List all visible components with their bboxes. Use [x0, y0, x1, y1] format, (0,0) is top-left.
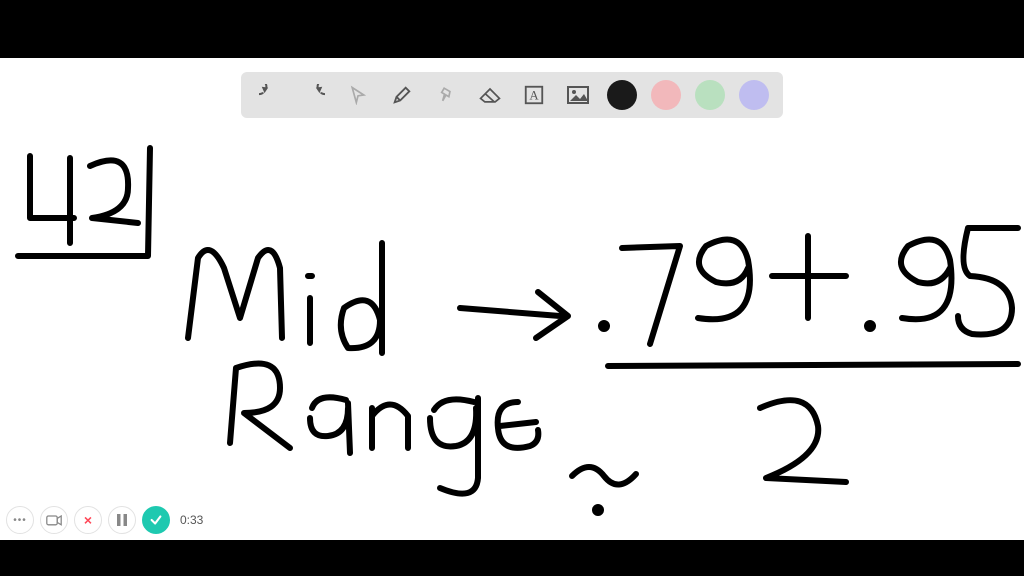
pencil-icon	[391, 84, 413, 106]
pin-icon	[436, 85, 456, 105]
redo-button[interactable]	[299, 80, 329, 110]
stop-icon: ×	[84, 512, 92, 528]
undo-button[interactable]	[255, 80, 285, 110]
text-button[interactable]: A	[519, 80, 549, 110]
color-black[interactable]	[607, 80, 637, 110]
undo-icon	[259, 84, 281, 106]
camera-icon	[46, 513, 62, 527]
pause-icon	[116, 513, 128, 527]
svg-text:A: A	[529, 89, 539, 103]
redo-icon	[303, 84, 325, 106]
stop-button[interactable]: ×	[74, 506, 102, 534]
letterbox-bottom	[0, 540, 1024, 576]
text-icon: A	[523, 84, 545, 106]
whiteboard-stage[interactable]: A	[0, 58, 1024, 540]
check-icon	[149, 513, 163, 527]
more-button[interactable]: •••	[6, 506, 34, 534]
image-button[interactable]	[563, 80, 593, 110]
done-button[interactable]	[142, 506, 170, 534]
pointer-button[interactable]	[343, 80, 373, 110]
letterbox-top	[0, 0, 1024, 58]
eraser-button[interactable]	[475, 80, 505, 110]
pin-button[interactable]	[431, 80, 461, 110]
recorder-time: 0:33	[180, 513, 203, 527]
pencil-button[interactable]	[387, 80, 417, 110]
pointer-icon	[348, 85, 368, 105]
drawing-toolbar: A	[241, 72, 783, 118]
color-green[interactable]	[695, 80, 725, 110]
pause-button[interactable]	[108, 506, 136, 534]
more-icon: •••	[13, 515, 27, 526]
image-icon	[566, 85, 590, 105]
handwriting-layer	[0, 58, 1024, 540]
recorder-bar: ••• × 0:33	[6, 506, 203, 534]
color-purple[interactable]	[739, 80, 769, 110]
color-pink[interactable]	[651, 80, 681, 110]
camera-button[interactable]	[40, 506, 68, 534]
eraser-icon	[478, 85, 502, 105]
